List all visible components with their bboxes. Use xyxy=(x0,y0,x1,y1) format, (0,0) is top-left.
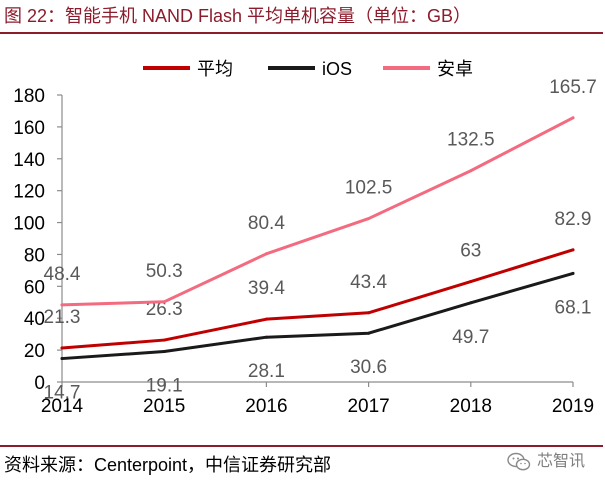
legend: 平均 iOS 安卓 xyxy=(143,59,473,79)
y-tick-label: 0 xyxy=(34,373,45,394)
data-label-ios: 49.7 xyxy=(452,327,489,348)
data-point-android xyxy=(60,303,64,307)
data-point-average xyxy=(469,280,473,284)
y-tick-label: 180 xyxy=(13,86,45,107)
source-rule xyxy=(0,445,603,447)
data-label-ios: 30.6 xyxy=(350,357,387,378)
series-average: 21.3 26.3 39.4 43.4 63 82.9 xyxy=(44,209,592,350)
data-point-android xyxy=(162,300,166,304)
data-point-average xyxy=(264,317,268,321)
data-point-android xyxy=(469,169,473,173)
y-tick-label: 160 xyxy=(13,118,45,139)
data-label-ios: 14.7 xyxy=(44,383,81,404)
legend-item-ios: iOS xyxy=(268,59,352,79)
x-tick-label: 2018 xyxy=(450,396,492,417)
y-axis: 0 20 40 60 80 100 120 140 160 180 xyxy=(13,86,63,394)
data-point-ios xyxy=(60,357,64,361)
series-line-android xyxy=(60,116,575,307)
legend-label-average: 平均 xyxy=(197,59,233,79)
data-label-android: 50.3 xyxy=(146,261,183,282)
x-tick-label: 2016 xyxy=(245,396,287,417)
data-label-ios: 28.1 xyxy=(248,361,285,382)
watermark: 芯智讯 xyxy=(507,452,585,472)
data-label-average: 39.4 xyxy=(248,278,285,299)
watermark-text: 芯智讯 xyxy=(537,453,586,470)
data-point-average xyxy=(60,346,64,350)
y-tick-label: 100 xyxy=(13,214,45,235)
data-point-ios xyxy=(367,331,371,335)
x-tick-label: 2019 xyxy=(552,396,594,417)
y-tick-label: 140 xyxy=(13,150,45,171)
data-label-average: 21.3 xyxy=(44,307,81,328)
y-tick-label: 40 xyxy=(24,309,45,330)
x-tick-label: 2017 xyxy=(347,396,389,417)
series-line-average xyxy=(60,248,575,350)
series-line-ios xyxy=(60,271,575,361)
series-android: 48.4 50.3 80.4 102.5 132.5 165.7 xyxy=(44,77,597,307)
wechat-icon xyxy=(507,452,531,471)
data-label-ios: 68.1 xyxy=(555,297,592,318)
x-tick-label: 2014 xyxy=(41,396,84,417)
legend-item-average: 平均 xyxy=(143,59,233,79)
legend-label-android: 安卓 xyxy=(437,59,473,79)
series-ios: 14.7 19.1 28.1 30.6 49.7 68.1 xyxy=(44,271,592,404)
data-point-android xyxy=(367,217,371,221)
data-point-android xyxy=(264,252,268,256)
data-label-android: 132.5 xyxy=(447,130,495,151)
figure-title: 图 22：智能手机 NAND Flash 平均单机容量（单位：GB） xyxy=(4,6,472,26)
legend-item-android: 安卓 xyxy=(383,59,473,79)
x-tick-label: 2015 xyxy=(143,396,185,417)
y-tick-label: 120 xyxy=(13,182,45,203)
data-label-average: 63 xyxy=(460,241,481,262)
data-label-android: 102.5 xyxy=(345,178,393,199)
source-note: 资料来源：Centerpoint，中信证券研究部 xyxy=(4,455,332,475)
y-tick-label: 60 xyxy=(24,277,45,298)
data-label-average: 43.4 xyxy=(350,272,387,293)
data-label-android: 165.7 xyxy=(549,77,597,98)
data-label-android: 48.4 xyxy=(44,264,81,285)
data-point-ios xyxy=(162,350,166,354)
title-rule xyxy=(0,32,603,34)
data-point-average xyxy=(367,311,371,315)
data-label-average: 26.3 xyxy=(146,299,183,320)
legend-label-ios: iOS xyxy=(322,59,352,79)
data-point-android xyxy=(571,116,575,120)
data-label-android: 80.4 xyxy=(248,213,285,234)
x-axis: 2014 2015 2016 2017 2018 2019 xyxy=(41,381,594,417)
y-tick-label: 80 xyxy=(24,245,45,266)
data-label-ios: 19.1 xyxy=(146,376,183,397)
data-point-ios xyxy=(264,335,268,339)
data-point-ios xyxy=(571,271,575,275)
data-label-average: 82.9 xyxy=(555,209,592,230)
y-tick-label: 20 xyxy=(24,341,45,362)
data-point-average xyxy=(162,338,166,342)
data-point-average xyxy=(571,248,575,252)
data-point-ios xyxy=(469,301,473,305)
